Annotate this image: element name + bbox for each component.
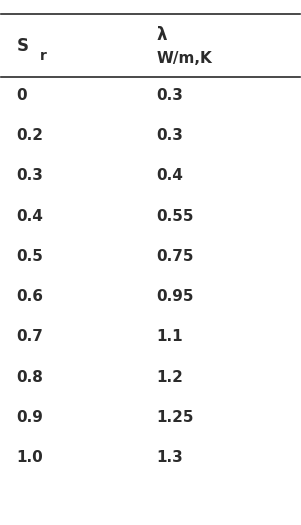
Text: 0: 0 (16, 88, 27, 103)
Text: 0.55: 0.55 (157, 208, 194, 224)
Text: 1.3: 1.3 (157, 450, 183, 465)
Text: r: r (39, 49, 46, 63)
Text: 0.9: 0.9 (16, 410, 43, 425)
Text: S: S (16, 37, 28, 55)
Text: 0.4: 0.4 (157, 169, 183, 183)
Text: 0.2: 0.2 (16, 128, 43, 143)
Text: 0.3: 0.3 (157, 128, 183, 143)
Text: 0.7: 0.7 (16, 329, 43, 344)
Text: 0.75: 0.75 (157, 249, 194, 264)
Text: 1.0: 1.0 (16, 450, 43, 465)
Text: 1.2: 1.2 (157, 370, 183, 385)
Text: 1.25: 1.25 (157, 410, 194, 425)
Text: λ: λ (157, 26, 167, 44)
Text: 0.4: 0.4 (16, 208, 43, 224)
Text: 0.8: 0.8 (16, 370, 43, 385)
Text: 1.1: 1.1 (157, 329, 183, 344)
Text: 0.3: 0.3 (157, 88, 183, 103)
Text: 0.6: 0.6 (16, 289, 43, 304)
Text: 0.95: 0.95 (157, 289, 194, 304)
Text: W/m,K: W/m,K (157, 51, 212, 66)
Text: 0.5: 0.5 (16, 249, 43, 264)
Text: 0.3: 0.3 (16, 169, 43, 183)
